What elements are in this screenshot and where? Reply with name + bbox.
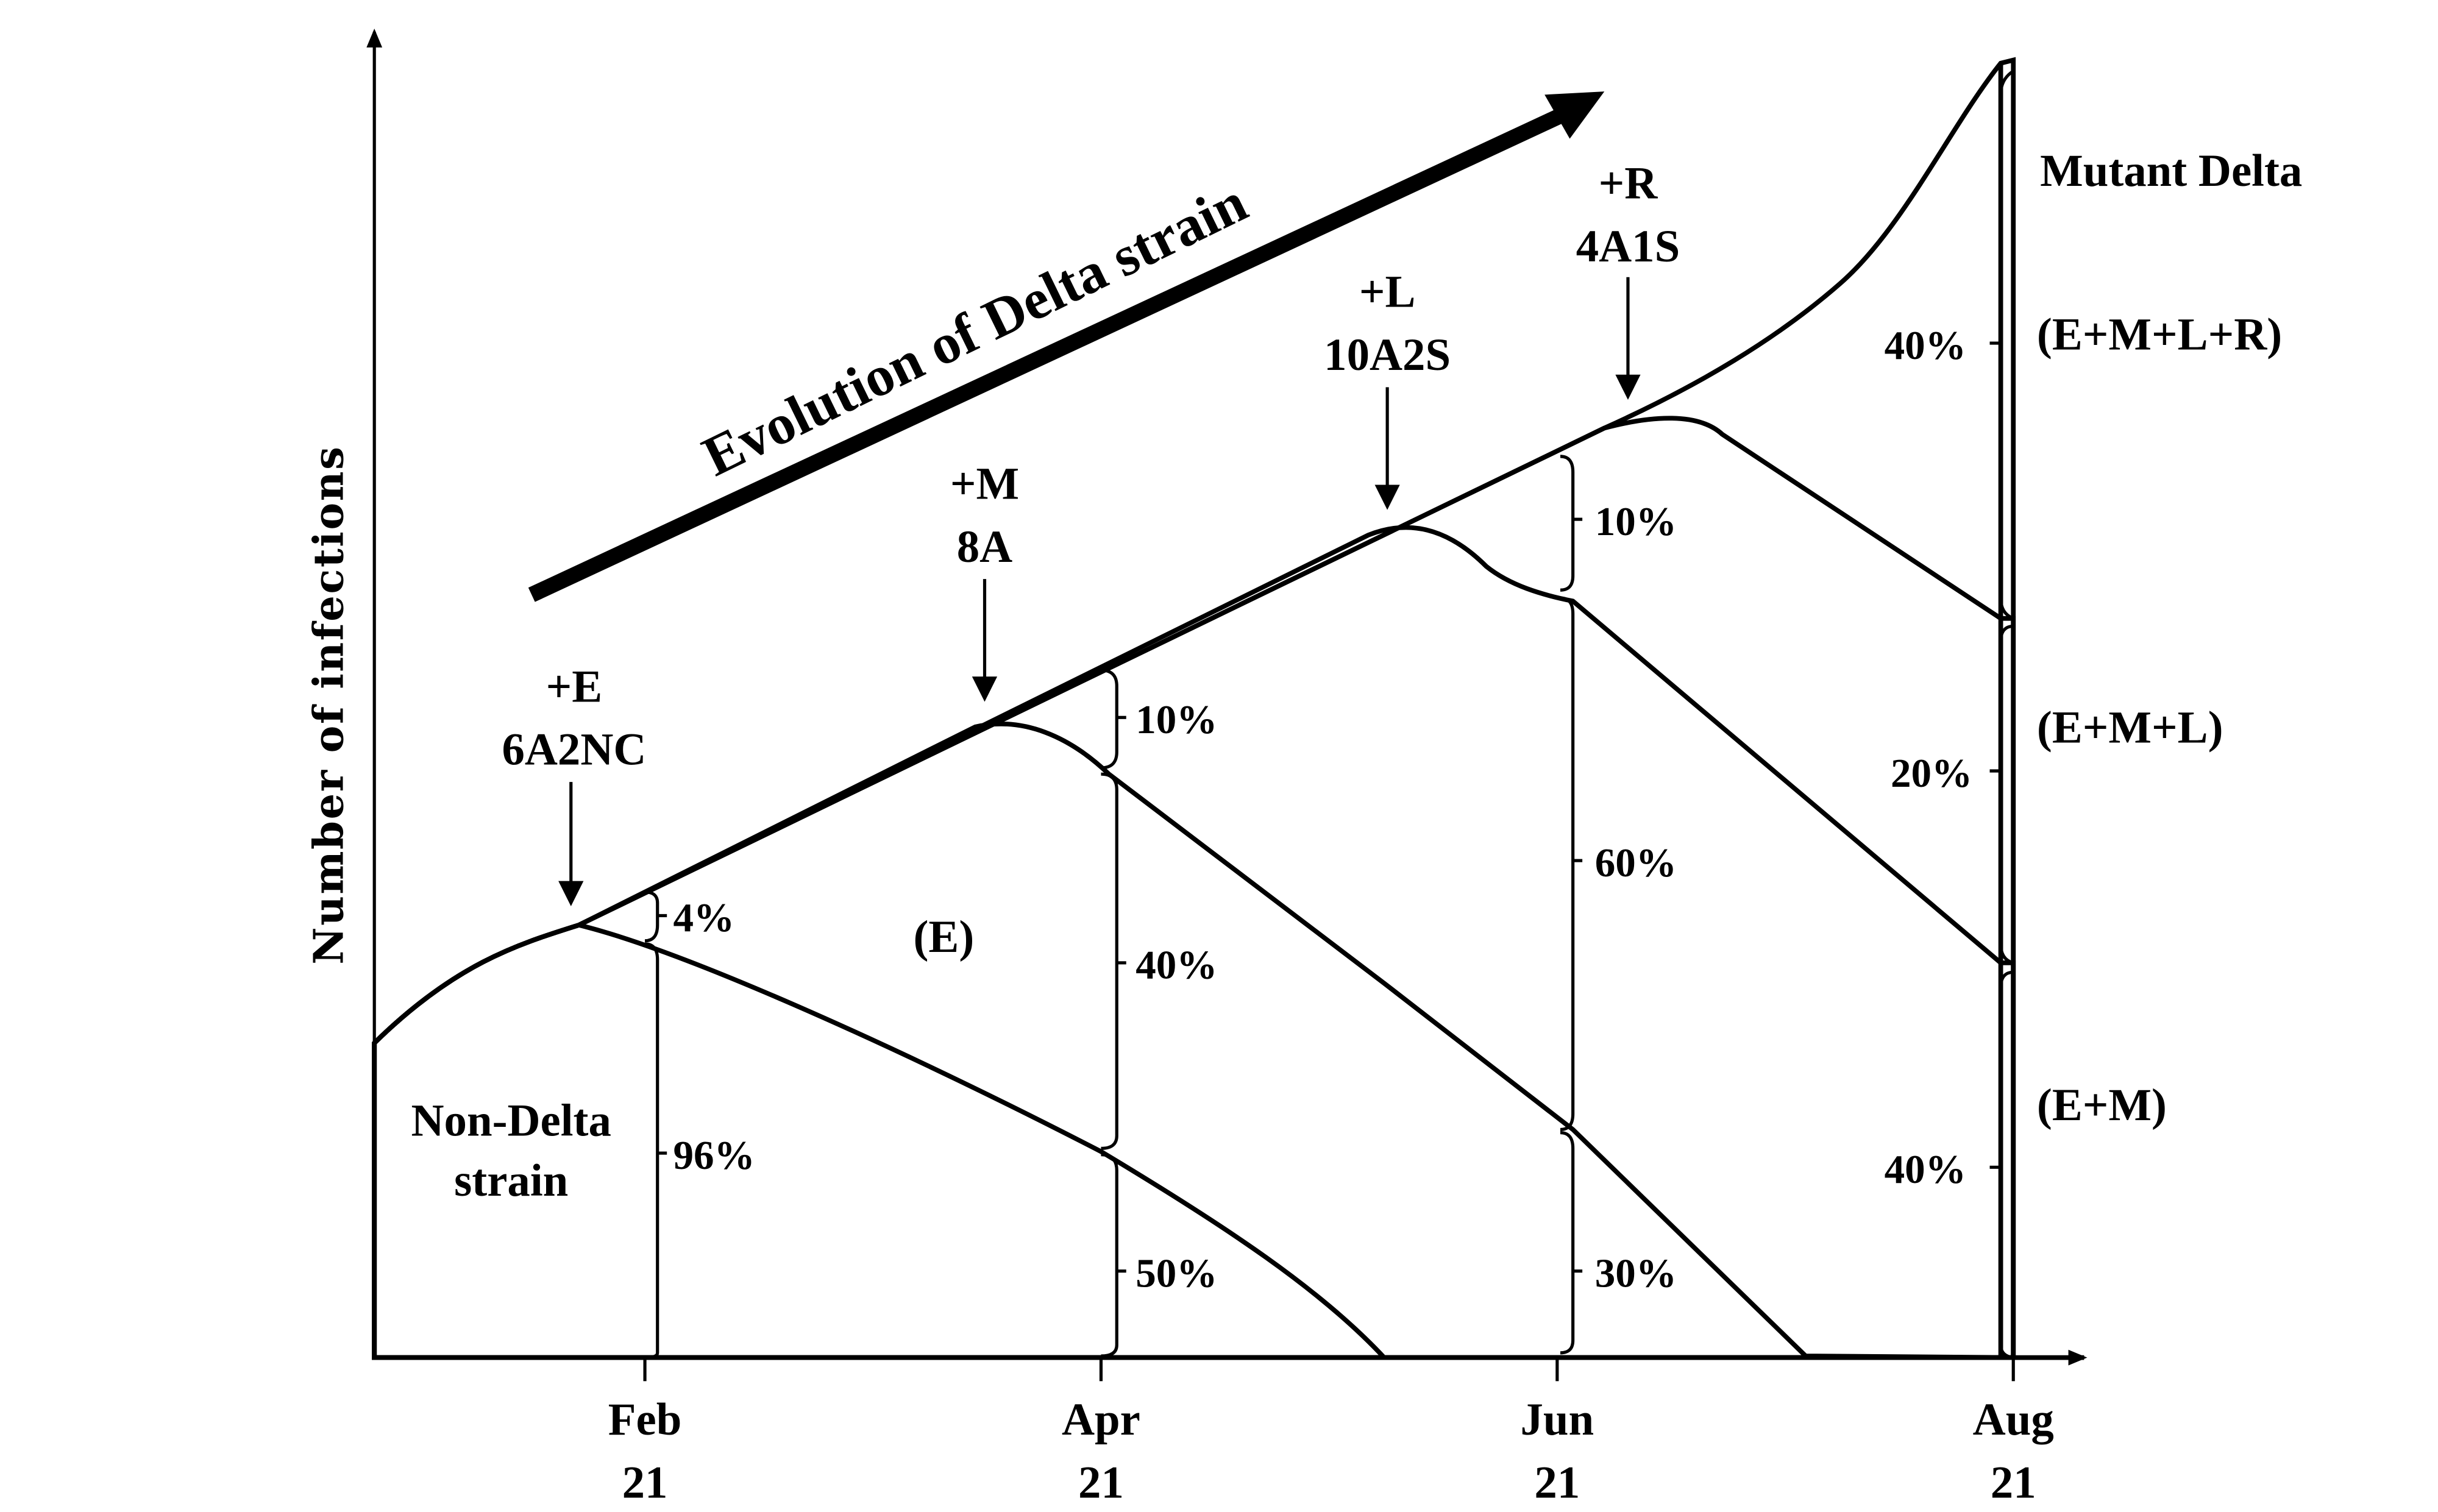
pct-feb-non-delta: 96% (673, 1132, 755, 1178)
pct-aug-emlr: 40% (1885, 322, 1966, 368)
pct-apr-em: 10% (1135, 697, 1217, 742)
mutation-e-name: +E (546, 661, 603, 712)
x-tick-feb-year: 21 (622, 1457, 668, 1508)
title: Evolution of Delta strain (693, 171, 1256, 488)
pct-aug-em: 40% (1885, 1146, 1966, 1192)
label-non-delta-2: strain (454, 1155, 568, 1206)
pct-apr-non-delta: 50% (1135, 1250, 1217, 1296)
label-mutant-delta: Mutant Delta (2040, 146, 2302, 196)
mutation-l-code: 10A2S (1324, 330, 1451, 380)
evolution-arrow-head (1544, 91, 1605, 139)
x-tick-aug-year: 21 (1991, 1457, 2036, 1508)
label-em: (E+M) (2037, 1080, 2167, 1130)
label-emlr: (E+M+L+R) (2037, 309, 2282, 360)
x-tick-apr: Apr (1062, 1394, 1140, 1445)
y-axis-label: Number of infections (305, 445, 353, 964)
region-non-delta (372, 922, 1390, 1360)
x-tick-labels: Feb 21 Apr 21 Jun 21 Aug 21 (608, 1394, 2054, 1508)
pct-jun-e: 30% (1595, 1250, 1677, 1296)
pct-aug-eml: 20% (1891, 750, 1972, 796)
mutation-m-name: +M (950, 459, 1019, 509)
x-tick-jun: Jun (1521, 1394, 1594, 1445)
label-eml: (E+M+L) (2037, 703, 2223, 753)
x-tick-jun-year: 21 (1534, 1457, 1580, 1508)
pct-feb-e: 4% (673, 895, 735, 940)
pct-jun-eml: 10% (1595, 499, 1677, 544)
x-tick-apr-year: 21 (1078, 1457, 1124, 1508)
label-e: (E) (914, 912, 975, 962)
mutation-e-code: 6A2NC (502, 725, 646, 775)
pct-apr-e: 40% (1135, 942, 1217, 988)
x-tick-aug: Aug (1973, 1394, 2054, 1445)
mutation-l-name: +L (1359, 267, 1416, 318)
mutation-r-name: +R (1599, 158, 1658, 209)
label-non-delta-1: Non-Delta (411, 1096, 611, 1146)
x-tick-feb: Feb (608, 1394, 682, 1445)
mutation-m-code: 8A (957, 522, 1012, 572)
mutation-r-code: 4A1S (1576, 221, 1680, 272)
pct-jun-em: 60% (1595, 840, 1677, 886)
evolution-arrow (528, 106, 1569, 602)
